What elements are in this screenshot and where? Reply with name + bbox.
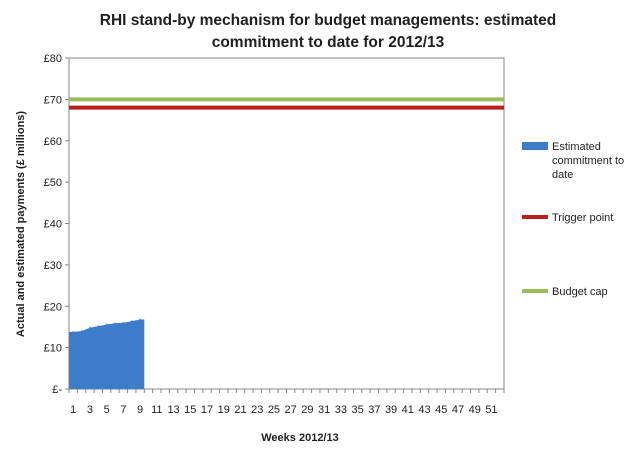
data-point-estimated-commitment — [139, 318, 141, 321]
data-point-estimated-commitment — [89, 326, 91, 329]
legend: Estimated commitment to date Trigger point B… — [522, 141, 624, 298]
x-tick-label: 41 — [402, 404, 414, 416]
y-tick-label: £70 — [44, 94, 62, 106]
y-tick-label: £40 — [44, 219, 62, 231]
x-tick-label: 51 — [485, 404, 497, 416]
x-axis-label: Weeks 2012/13 — [261, 432, 338, 444]
x-tick-label: 45 — [435, 404, 447, 416]
legend-marker-area — [522, 142, 548, 150]
x-tick-label: 19 — [218, 404, 230, 416]
plot-area: £-£10£20£30£40£50£60£70£801 3 5 7 9 11 13 15 17 1… — [44, 53, 505, 416]
data-point-estimated-commitment — [130, 320, 133, 322]
legend-label: Trigger point — [552, 212, 613, 224]
x-tick-label: 39 — [385, 404, 397, 416]
x-tick-label: 35 — [351, 404, 363, 416]
x-tick-label: 9 — [137, 404, 143, 416]
chart-title-line-2: commitment to date for 2012/13 — [212, 34, 445, 51]
data-point-estimated-commitment — [114, 322, 116, 325]
x-tick-label: 49 — [469, 404, 481, 416]
data-point-estimated-commitment — [72, 331, 74, 333]
x-tick-label: 13 — [167, 404, 179, 416]
x-tick-label: 3 — [87, 404, 93, 416]
chart-title-line-1: RHI stand-by mechanism for budget manage… — [100, 12, 556, 29]
x-tick-label: 25 — [268, 404, 280, 416]
data-point-estimated-commitment — [122, 322, 125, 324]
y-tick-label: £50 — [44, 177, 62, 189]
data-point-estimated-commitment — [80, 330, 83, 332]
x-tick-label: 33 — [335, 404, 347, 416]
x-tick-label: 1 — [70, 404, 76, 416]
legend-label: commitment to — [552, 155, 624, 167]
x-tick-label: 37 — [368, 404, 380, 416]
legend-label: date — [552, 169, 573, 181]
y-tick-label: £80 — [44, 53, 62, 65]
x-tick-label: 47 — [452, 404, 464, 416]
x-tick-label: 23 — [251, 404, 263, 416]
y-tick-label: £60 — [44, 136, 62, 148]
legend-label: Budget cap — [552, 286, 608, 298]
x-tick-label: 15 — [184, 404, 196, 416]
x-tick-label: 5 — [104, 404, 110, 416]
x-tick-label: 31 — [318, 404, 330, 416]
data-point-estimated-commitment — [97, 325, 100, 327]
y-tick-label: £- — [52, 384, 62, 396]
y-axis-label: Actual and estimated payments (£ million… — [15, 111, 27, 338]
series-area-estimated-commitment — [69, 319, 145, 389]
y-tick-label: £30 — [44, 260, 62, 272]
y-tick-label: £20 — [44, 301, 62, 313]
x-tick-label: 11 — [151, 404, 162, 416]
x-tick-label: 43 — [418, 404, 430, 416]
x-tick-label: 29 — [301, 404, 313, 416]
legend-label: Estimated — [552, 141, 601, 153]
x-tick-label: 27 — [285, 404, 297, 416]
x-tick-label: 17 — [201, 404, 213, 416]
data-point-estimated-commitment — [105, 323, 108, 326]
y-tick-label: £10 — [44, 343, 62, 355]
x-tick-label: 21 — [234, 404, 246, 416]
x-tick-label: 7 — [120, 404, 126, 416]
